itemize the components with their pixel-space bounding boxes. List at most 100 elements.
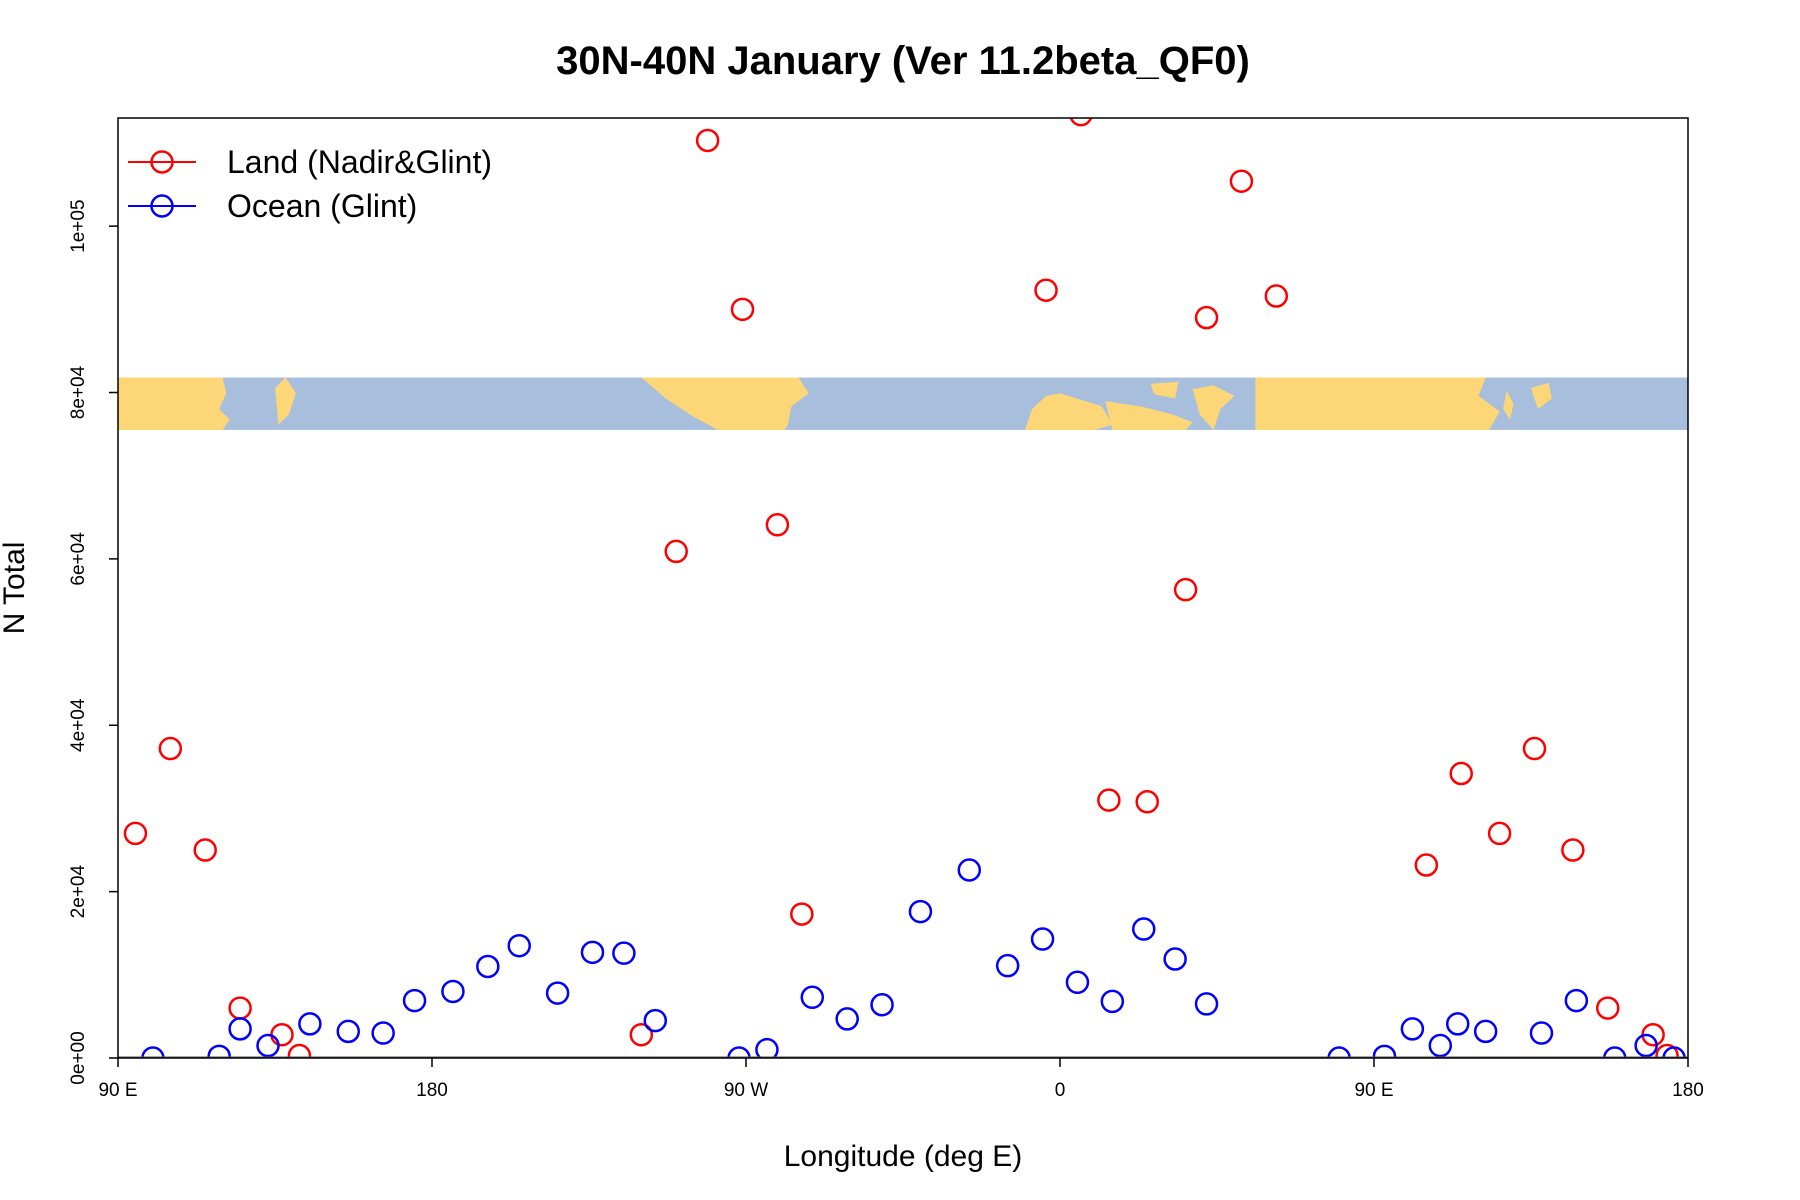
ocean-point-27 — [1163, 947, 1187, 971]
ocean-point-19 — [870, 993, 894, 1017]
y-tick-label-0: 0e+00 — [68, 1031, 89, 1084]
ocean-point-7 — [402, 988, 427, 1013]
ocean-point-10 — [507, 933, 531, 958]
land-point-1 — [158, 736, 183, 761]
y-axis-label: N Total — [0, 542, 31, 635]
land-point-20 — [1414, 853, 1439, 877]
land-point-2 — [193, 838, 217, 862]
land-point-5 — [287, 1043, 312, 1058]
ocean-point-22 — [995, 953, 1020, 978]
world-map-strip — [118, 377, 1688, 430]
ocean-point-1 — [207, 1044, 231, 1058]
ocean-point-16 — [755, 1037, 779, 1058]
ocean-point-24 — [1065, 970, 1090, 995]
plot-frame — [117, 117, 1689, 1059]
land-point-27 — [1655, 1043, 1679, 1058]
ocean-point-6 — [371, 1021, 395, 1045]
land-point-8 — [695, 128, 720, 153]
land-point-13 — [1069, 118, 1093, 127]
x-axis: 90 E 180 90 W 0 90 E 180 — [98, 1058, 1704, 1101]
legend-label-land: Land (Nadir&Glint) — [227, 144, 492, 180]
x-tick-label-0: 90 E — [98, 1080, 137, 1101]
land-point-25 — [1596, 996, 1620, 1020]
land-point-17 — [1194, 305, 1219, 330]
legend-label-ocean: Ocean (Glint) — [227, 188, 417, 224]
ocean-point-21 — [957, 858, 982, 882]
chart-title: 30N-40N January (Ver 11.2beta_QF0) — [556, 39, 1250, 83]
ocean-point-35 — [1529, 1021, 1554, 1045]
ocean-point-13 — [612, 941, 636, 965]
y-tick-label-2: 4e+04 — [68, 698, 89, 752]
land-point-12 — [1034, 278, 1058, 302]
y-tick-label-1: 2e+04 — [68, 865, 89, 919]
ocean-point-0 — [141, 1046, 165, 1058]
x-tick-label-1: 180 — [416, 1080, 448, 1101]
x-tick-label-4: 90 E — [1354, 1080, 1393, 1101]
land-point-14 — [1097, 788, 1121, 812]
legend-swatch-marker-ocean — [150, 194, 174, 218]
ocean-point-38 — [1634, 1033, 1658, 1058]
ocean-point-26 — [1131, 917, 1156, 941]
ocean-point-11 — [545, 981, 570, 1005]
land-point-9 — [730, 297, 755, 322]
land-point-7 — [664, 539, 688, 564]
ocean-point-30 — [1372, 1044, 1397, 1058]
ocean-point-20 — [908, 899, 933, 924]
ocean-point-31 — [1400, 1017, 1425, 1041]
land-point-21 — [1449, 761, 1473, 786]
legend-item-ocean: Ocean (Glint) — [128, 188, 417, 224]
x-axis-label: Longitude (deg E) — [784, 1140, 1023, 1173]
legend-item-land: Land (Nadir&Glint) — [128, 144, 492, 180]
ocean-point-37 — [1602, 1046, 1627, 1058]
ocean-point-23 — [1030, 927, 1055, 951]
y-tick-label-4: 8e+04 — [68, 365, 89, 419]
land-point-15 — [1135, 790, 1159, 814]
ocean-point-9 — [476, 954, 500, 979]
ocean-point-12 — [580, 940, 605, 965]
land-point-23 — [1522, 736, 1547, 761]
legend: Land (Nadir&Glint) Ocean (Glint) — [128, 144, 492, 224]
data-points — [118, 118, 1688, 1058]
map-land-8 — [1503, 390, 1514, 420]
ocean-point-5 — [336, 1019, 361, 1044]
ocean-point-39 — [1662, 1046, 1686, 1058]
land-point-3 — [228, 996, 252, 1020]
map-land-3 — [1025, 393, 1113, 430]
land-point-22 — [1487, 821, 1512, 846]
ocean-point-29 — [1327, 1046, 1351, 1058]
legend-swatch-marker-land — [150, 150, 174, 174]
map-land-7 — [1255, 377, 1500, 430]
ocean-point-3 — [256, 1033, 280, 1058]
ocean-point-36 — [1564, 988, 1589, 1013]
ocean-point-18 — [835, 1007, 859, 1031]
map-land-0 — [118, 377, 230, 430]
land-point-16 — [1173, 577, 1198, 602]
ocean-point-33 — [1445, 1012, 1470, 1036]
y-tick-label-5: 1e+05 — [68, 199, 89, 252]
ocean-point-17 — [800, 985, 825, 1010]
land-point-10 — [765, 513, 790, 537]
land-point-24 — [1561, 838, 1585, 862]
land-point-4 — [270, 1022, 294, 1047]
land-point-19 — [1264, 284, 1289, 308]
y-tick-label-3: 6e+04 — [68, 532, 89, 586]
ocean-point-34 — [1473, 1019, 1498, 1044]
map-land-4 — [1105, 401, 1193, 430]
map-land-6 — [1192, 385, 1235, 430]
ocean-point-28 — [1194, 992, 1219, 1016]
ocean-point-32 — [1428, 1033, 1453, 1058]
ocean-point-4 — [298, 1012, 322, 1036]
ocean-point-8 — [441, 979, 465, 1004]
ocean-point-25 — [1100, 989, 1125, 1014]
x-tick-label-5: 180 — [1672, 1080, 1704, 1101]
land-point-11 — [790, 902, 814, 926]
land-point-0 — [123, 821, 148, 846]
x-tick-label-3: 0 — [1055, 1080, 1066, 1101]
x-tick-label-2: 90 W — [724, 1080, 768, 1101]
map-land-1 — [275, 377, 296, 425]
ocean-point-15 — [727, 1046, 751, 1058]
land-point-18 — [1229, 169, 1254, 193]
ocean-point-2 — [228, 1017, 252, 1041]
map-land-5 — [1150, 381, 1179, 399]
